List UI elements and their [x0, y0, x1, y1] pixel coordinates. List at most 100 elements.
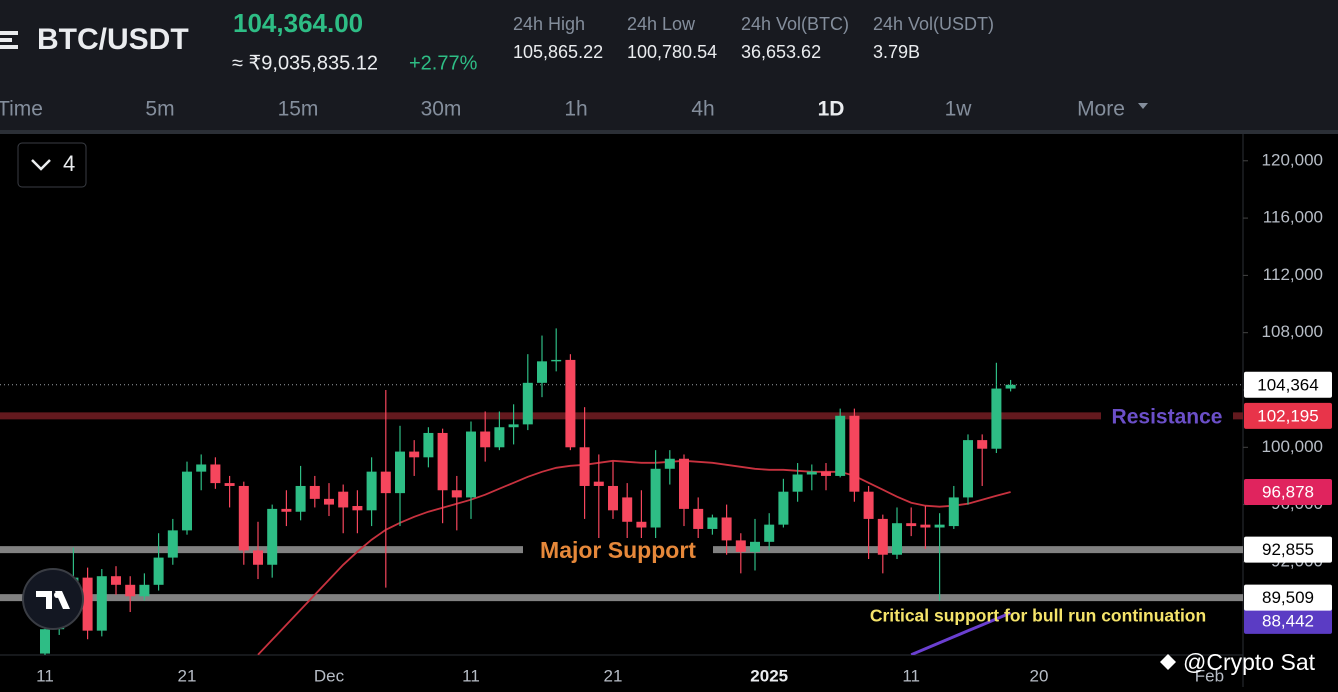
candle-body	[792, 474, 803, 492]
candle-body	[111, 576, 121, 585]
candle-body	[835, 415, 846, 476]
indicator-count: 4	[63, 151, 75, 176]
tab[interactable]: 5m	[145, 98, 174, 121]
stats: 24h High 105,865.22 24h Low 100,780.54 24h V…	[513, 14, 994, 62]
x-tick-label: 2025	[750, 666, 788, 685]
tabs: Time 5m 15m 30m 1h 4h 1D 1w More	[0, 98, 1148, 121]
candle-body	[437, 432, 448, 491]
chart: 92,00096,000100,000104,000108,000112,000…	[0, 150, 1332, 685]
x-tick-label: 11	[902, 666, 920, 685]
candle-body	[395, 451, 405, 494]
price-box-label: 88,442	[1262, 611, 1314, 630]
candle-body	[139, 584, 150, 597]
x-tick-label: Dec	[314, 666, 345, 685]
annotation: Resistance	[1112, 406, 1223, 429]
candle-body	[466, 431, 476, 498]
price: 104,364.00	[233, 8, 363, 38]
candle-body	[196, 464, 207, 472]
annotation: Major Support	[540, 537, 696, 563]
stat-value: 100,780.54	[627, 42, 717, 62]
price-box	[1244, 536, 1332, 563]
price-box	[1244, 371, 1332, 398]
candle-body	[565, 359, 576, 448]
change: +2.77%	[409, 52, 478, 74]
candle-body	[806, 471, 817, 475]
tab[interactable]: 4h	[691, 98, 714, 121]
watermark: @Crypto Sat	[1160, 649, 1316, 675]
tab[interactable]: 1h	[564, 98, 587, 121]
price-box-label: 89,509	[1262, 588, 1314, 607]
x-tick-label: 21	[604, 666, 623, 685]
candle-body	[849, 415, 860, 492]
stat-label: 24h Low	[627, 14, 696, 34]
candle-body	[210, 464, 221, 484]
candle-body	[366, 471, 377, 511]
candle-body	[380, 471, 391, 494]
tab[interactable]: More	[1077, 98, 1125, 121]
price-box	[1244, 402, 1332, 429]
candle-body	[182, 471, 192, 531]
candle-body	[622, 497, 633, 522]
candle-body	[892, 523, 902, 555]
candle-body	[409, 451, 420, 458]
stat-label: 24h Vol(BTC)	[741, 14, 849, 34]
candle-body	[352, 506, 363, 511]
y-tick-label: 116,000	[1263, 208, 1323, 227]
tab[interactable]: 1w	[945, 98, 973, 121]
indicator-line	[910, 611, 1012, 655]
candle-body	[1005, 384, 1016, 389]
candle-body	[664, 458, 675, 469]
candle-body	[40, 629, 50, 654]
tab[interactable]: 30m	[421, 98, 462, 121]
price-box-label: 102,195	[1257, 406, 1318, 425]
candle-body	[778, 491, 789, 525]
y-tick-label: 108,000	[1262, 322, 1323, 341]
candle-body	[295, 485, 306, 512]
candle-body	[735, 540, 746, 552]
candle-body	[508, 424, 519, 428]
candle-body	[267, 508, 278, 565]
x-tick-label: 11	[36, 666, 54, 685]
candle-body	[451, 490, 462, 498]
candle-body	[281, 508, 292, 512]
fiat-price: ≈ ₹9,035,835.12	[232, 52, 378, 74]
dropdown-arrow	[1138, 103, 1148, 109]
tab[interactable]: Time	[0, 98, 43, 121]
price-box-label: 96,878	[1262, 482, 1314, 501]
candle-body	[764, 524, 775, 542]
candle-body	[494, 427, 505, 448]
stat-value: 36,653.62	[741, 42, 821, 62]
logo	[0, 31, 18, 49]
candle-body	[679, 458, 689, 509]
candle-body	[309, 485, 320, 499]
tab[interactable]: 1D	[818, 98, 845, 121]
candle-body	[593, 481, 604, 486]
tab[interactable]: 15m	[278, 98, 319, 121]
candle-body	[224, 483, 235, 486]
candle-body	[721, 517, 732, 541]
indicator-toggle[interactable]: 4	[17, 142, 87, 188]
x-tick-label: 11	[462, 666, 480, 685]
divider	[0, 130, 1338, 134]
candle-body	[821, 471, 831, 476]
candle-body	[423, 432, 434, 458]
candle-body	[948, 497, 959, 527]
x-tick-label: 20	[1030, 666, 1049, 685]
candle-body	[579, 447, 590, 486]
candle-body	[707, 517, 718, 529]
indicator-button[interactable]	[17, 142, 87, 188]
candle-body	[125, 584, 136, 597]
pair: BTC/USDT	[37, 23, 189, 56]
candle-body	[750, 541, 760, 552]
price-box-label: 92,855	[1262, 540, 1314, 559]
candle-body	[977, 440, 988, 449]
candle-body	[537, 361, 547, 383]
candle-body	[253, 550, 263, 565]
tv-logo	[22, 568, 84, 630]
candle-body	[934, 524, 945, 528]
label-bg	[523, 538, 713, 566]
stat-label: 24h Vol(USDT)	[873, 14, 994, 34]
y-tick-label: 112,000	[1263, 265, 1323, 284]
